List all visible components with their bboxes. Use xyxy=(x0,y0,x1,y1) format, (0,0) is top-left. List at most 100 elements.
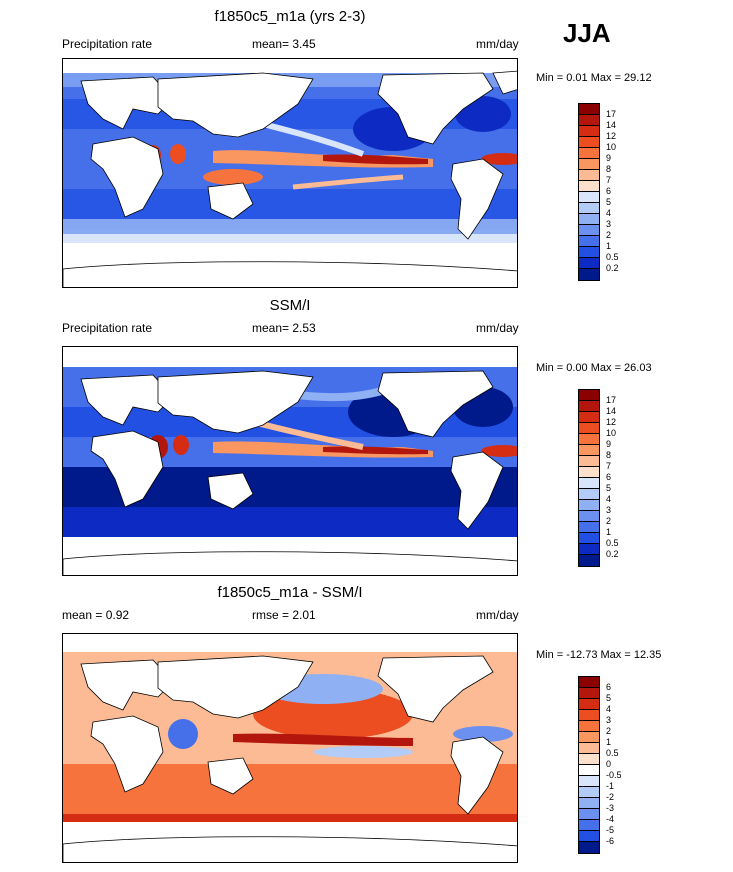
colorbar-segment xyxy=(579,467,599,478)
panel-3-map-svg xyxy=(63,634,517,862)
colorbar-segment xyxy=(579,181,599,192)
colorbar-tick-label: 12 xyxy=(606,131,617,141)
panel-1-colorbar xyxy=(578,103,600,281)
colorbar-tick-label: 6 xyxy=(606,472,612,482)
colorbar-segment xyxy=(579,677,599,688)
colorbar-tick-label: 8 xyxy=(606,164,612,174)
colorbar-tick-label: 0.5 xyxy=(606,252,619,262)
colorbar-segment xyxy=(579,115,599,126)
colorbar-segment xyxy=(579,137,599,148)
colorbar-segment xyxy=(579,721,599,732)
colorbar-tick-label: 2 xyxy=(606,726,612,736)
colorbar-segment xyxy=(579,225,599,236)
panel-3-mean-label: mean = 0.92 xyxy=(62,608,130,622)
colorbar-tick-label: 17 xyxy=(606,395,617,405)
colorbar-segment xyxy=(579,699,599,710)
colorbar-segment xyxy=(579,478,599,489)
colorbar-tick-label: -0.5 xyxy=(606,770,622,780)
colorbar-tick-label: -5 xyxy=(606,825,615,835)
colorbar-tick-label: 7 xyxy=(606,175,612,185)
colorbar-segment xyxy=(579,688,599,699)
colorbar-tick-label: 1 xyxy=(606,527,612,537)
colorbar-tick-label: -2 xyxy=(606,792,615,802)
panel-2-title: SSM/I xyxy=(269,297,311,314)
colorbar-segment xyxy=(579,522,599,533)
colorbar-segment xyxy=(579,269,599,280)
colorbar-tick-label: -4 xyxy=(606,814,615,824)
panel-1-variable-label: Precipitation rate xyxy=(62,37,153,51)
colorbar-tick-label: 7 xyxy=(606,461,612,471)
panel-3-title: f1850c5_m1a - SSM/I xyxy=(217,584,363,601)
colorbar-tick-label: -1 xyxy=(606,781,615,791)
colorbar-segment xyxy=(579,247,599,258)
colorbar-tick-label: -3 xyxy=(606,803,615,813)
panel-2-map-svg xyxy=(63,347,517,575)
colorbar-tick-label: 0 xyxy=(606,759,612,769)
panel-1-title: f1850c5_m1a (yrs 2-3) xyxy=(214,8,366,25)
colorbar-tick-label: 3 xyxy=(606,715,612,725)
colorbar-segment xyxy=(579,104,599,115)
panel-3-rmse-label: rmse = 2.01 xyxy=(252,608,316,622)
colorbar-segment xyxy=(579,743,599,754)
panel-3-minmax: Min = -12.73 Max = 12.35 xyxy=(536,649,662,661)
colorbar-tick-label: 0.5 xyxy=(606,748,619,758)
colorbar-tick-label: 6 xyxy=(606,682,612,692)
colorbar-segment xyxy=(579,192,599,203)
panel-2-colorbar xyxy=(578,389,600,567)
panel-1-minmax: Min = 0.01 Max = 29.12 xyxy=(536,72,652,84)
colorbar-segment xyxy=(579,765,599,776)
colorbar-segment xyxy=(579,423,599,434)
colorbar-segment xyxy=(579,787,599,798)
colorbar-segment xyxy=(579,511,599,522)
colorbar-segment xyxy=(579,489,599,500)
season-label: JJA xyxy=(563,18,611,48)
colorbar-segment xyxy=(579,159,599,170)
colorbar-segment xyxy=(579,412,599,423)
colorbar-segment xyxy=(579,214,599,225)
colorbar-segment xyxy=(579,456,599,467)
colorbar-segment xyxy=(579,126,599,137)
colorbar-tick-label: 6 xyxy=(606,186,612,196)
colorbar-segment xyxy=(579,710,599,721)
colorbar-segment xyxy=(579,170,599,181)
colorbar-tick-label: 4 xyxy=(606,704,612,714)
colorbar-tick-label: 9 xyxy=(606,439,612,449)
panel-3-map xyxy=(62,633,518,863)
colorbar-tick-label: 14 xyxy=(606,120,617,130)
colorbar-tick-label: 2 xyxy=(606,516,612,526)
panel-2-variable-label: Precipitation rate xyxy=(62,321,153,335)
panel-2-map xyxy=(62,346,518,576)
panel-3-colorbar xyxy=(578,676,600,854)
colorbar-tick-label: -6 xyxy=(606,836,615,846)
colorbar-tick-label: 17 xyxy=(606,109,617,119)
colorbar-tick-label: 5 xyxy=(606,693,612,703)
panel-3-units-label: mm/day xyxy=(476,608,519,622)
panel-2-units-label: mm/day xyxy=(476,321,519,335)
colorbar-segment xyxy=(579,258,599,269)
panel-1-mean-label: mean= 3.45 xyxy=(252,37,316,51)
colorbar-segment xyxy=(579,820,599,831)
panel-2-minmax: Min = 0.00 Max = 26.03 xyxy=(536,362,652,374)
colorbar-segment xyxy=(579,236,599,247)
colorbar-segment xyxy=(579,555,599,566)
colorbar-tick-label: 3 xyxy=(606,505,612,515)
panel-2-mean-label: mean= 2.53 xyxy=(252,321,316,335)
colorbar-segment xyxy=(579,533,599,544)
colorbar-tick-label: 0.5 xyxy=(606,538,619,548)
colorbar-tick-label: 5 xyxy=(606,483,612,493)
colorbar-segment xyxy=(579,203,599,214)
colorbar-segment xyxy=(579,445,599,456)
colorbar-tick-label: 8 xyxy=(606,450,612,460)
colorbar-tick-label: 4 xyxy=(606,494,612,504)
colorbar-tick-label: 2 xyxy=(606,230,612,240)
colorbar-tick-label: 1 xyxy=(606,737,612,747)
colorbar-segment xyxy=(579,798,599,809)
panel-1-map xyxy=(62,58,518,288)
colorbar-segment xyxy=(579,390,599,401)
colorbar-tick-label: 0.2 xyxy=(606,549,619,559)
colorbar-tick-label: 9 xyxy=(606,153,612,163)
panel-1-units-label: mm/day xyxy=(476,37,519,51)
colorbar-segment xyxy=(579,434,599,445)
colorbar-tick-label: 0.2 xyxy=(606,263,619,273)
colorbar-segment xyxy=(579,148,599,159)
